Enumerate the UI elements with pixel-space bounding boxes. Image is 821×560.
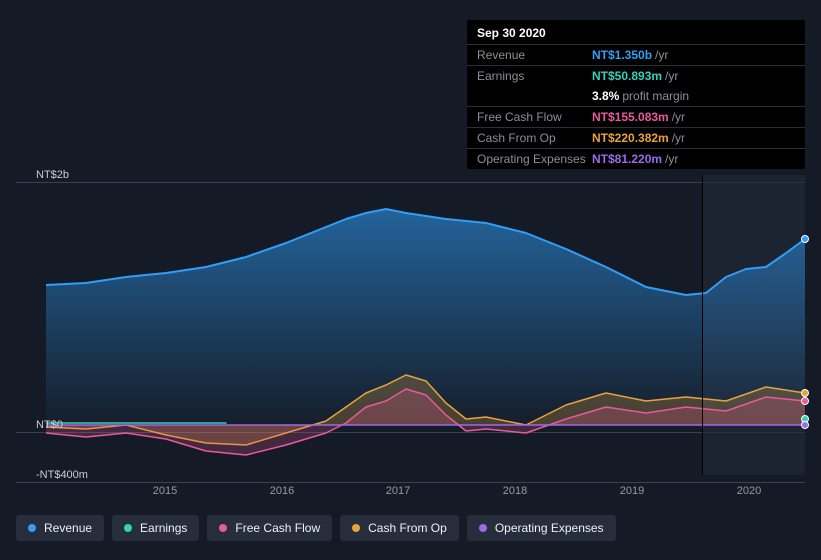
x-axis-label: 2016 xyxy=(270,485,294,497)
tooltip-row-label: Earnings xyxy=(477,69,592,83)
tooltip-row-value: NT$81.220m/yr xyxy=(592,152,795,166)
legend-label: Free Cash Flow xyxy=(235,521,320,535)
legend-label: Operating Expenses xyxy=(495,521,604,535)
tooltip-row-label xyxy=(477,89,592,103)
tooltip-date: Sep 30 2020 xyxy=(467,20,805,44)
plot-area[interactable] xyxy=(46,175,805,475)
legend-item[interactable]: Operating Expenses xyxy=(467,515,616,541)
x-axis-label: 2015 xyxy=(153,485,177,497)
x-axis-label: 2020 xyxy=(737,485,761,497)
x-axis-label: 2018 xyxy=(503,485,527,497)
legend-swatch xyxy=(219,524,227,532)
legend-swatch xyxy=(352,524,360,532)
highlight-point xyxy=(801,235,809,243)
legend-swatch xyxy=(479,524,487,532)
tooltip-row-value: NT$220.382m/yr xyxy=(592,131,795,145)
highlight-point xyxy=(801,389,809,397)
y-axis-label: -NT$400m xyxy=(36,469,88,481)
legend-label: Cash From Op xyxy=(368,521,447,535)
gridline xyxy=(16,482,805,483)
tooltip-row-value: NT$155.083m/yr xyxy=(592,110,795,124)
legend-item[interactable]: Free Cash Flow xyxy=(207,515,332,541)
x-axis-label: 2019 xyxy=(620,485,644,497)
legend-swatch xyxy=(124,524,132,532)
tooltip-row: Cash From OpNT$220.382m/yr xyxy=(467,127,805,148)
tooltip-row-value: 3.8%profit margin xyxy=(592,89,795,103)
y-axis-label: NT$2b xyxy=(36,169,69,181)
tooltip-panel: Sep 30 2020 RevenueNT$1.350b/yrEarningsN… xyxy=(467,20,805,169)
tooltip-row-value: NT$1.350b/yr xyxy=(592,48,795,62)
y-axis-label: NT$0 xyxy=(36,419,63,431)
crosshair-line xyxy=(702,175,703,475)
highlight-point xyxy=(801,421,809,429)
tooltip-row-label: Operating Expenses xyxy=(477,152,592,166)
legend-item[interactable]: Cash From Op xyxy=(340,515,459,541)
legend: Revenue Earnings Free Cash Flow Cash From O… xyxy=(16,515,616,541)
tooltip-row: RevenueNT$1.350b/yr xyxy=(467,44,805,65)
legend-label: Earnings xyxy=(140,521,187,535)
tooltip-row: 3.8%profit margin xyxy=(467,86,805,106)
highlight-point xyxy=(801,397,809,405)
legend-item[interactable]: Revenue xyxy=(16,515,104,541)
tooltip-row: EarningsNT$50.893m/yr xyxy=(467,65,805,86)
legend-item[interactable]: Earnings xyxy=(112,515,199,541)
tooltip-row: Free Cash FlowNT$155.083m/yr xyxy=(467,106,805,127)
tooltip-row: Operating ExpensesNT$81.220m/yr xyxy=(467,148,805,169)
legend-label: Revenue xyxy=(44,521,92,535)
tooltip-row-label: Cash From Op xyxy=(477,131,592,145)
x-axis-label: 2017 xyxy=(386,485,410,497)
tooltip-row-label: Free Cash Flow xyxy=(477,110,592,124)
tooltip-row-label: Revenue xyxy=(477,48,592,62)
legend-swatch xyxy=(28,524,36,532)
tooltip-row-value: NT$50.893m/yr xyxy=(592,69,795,83)
